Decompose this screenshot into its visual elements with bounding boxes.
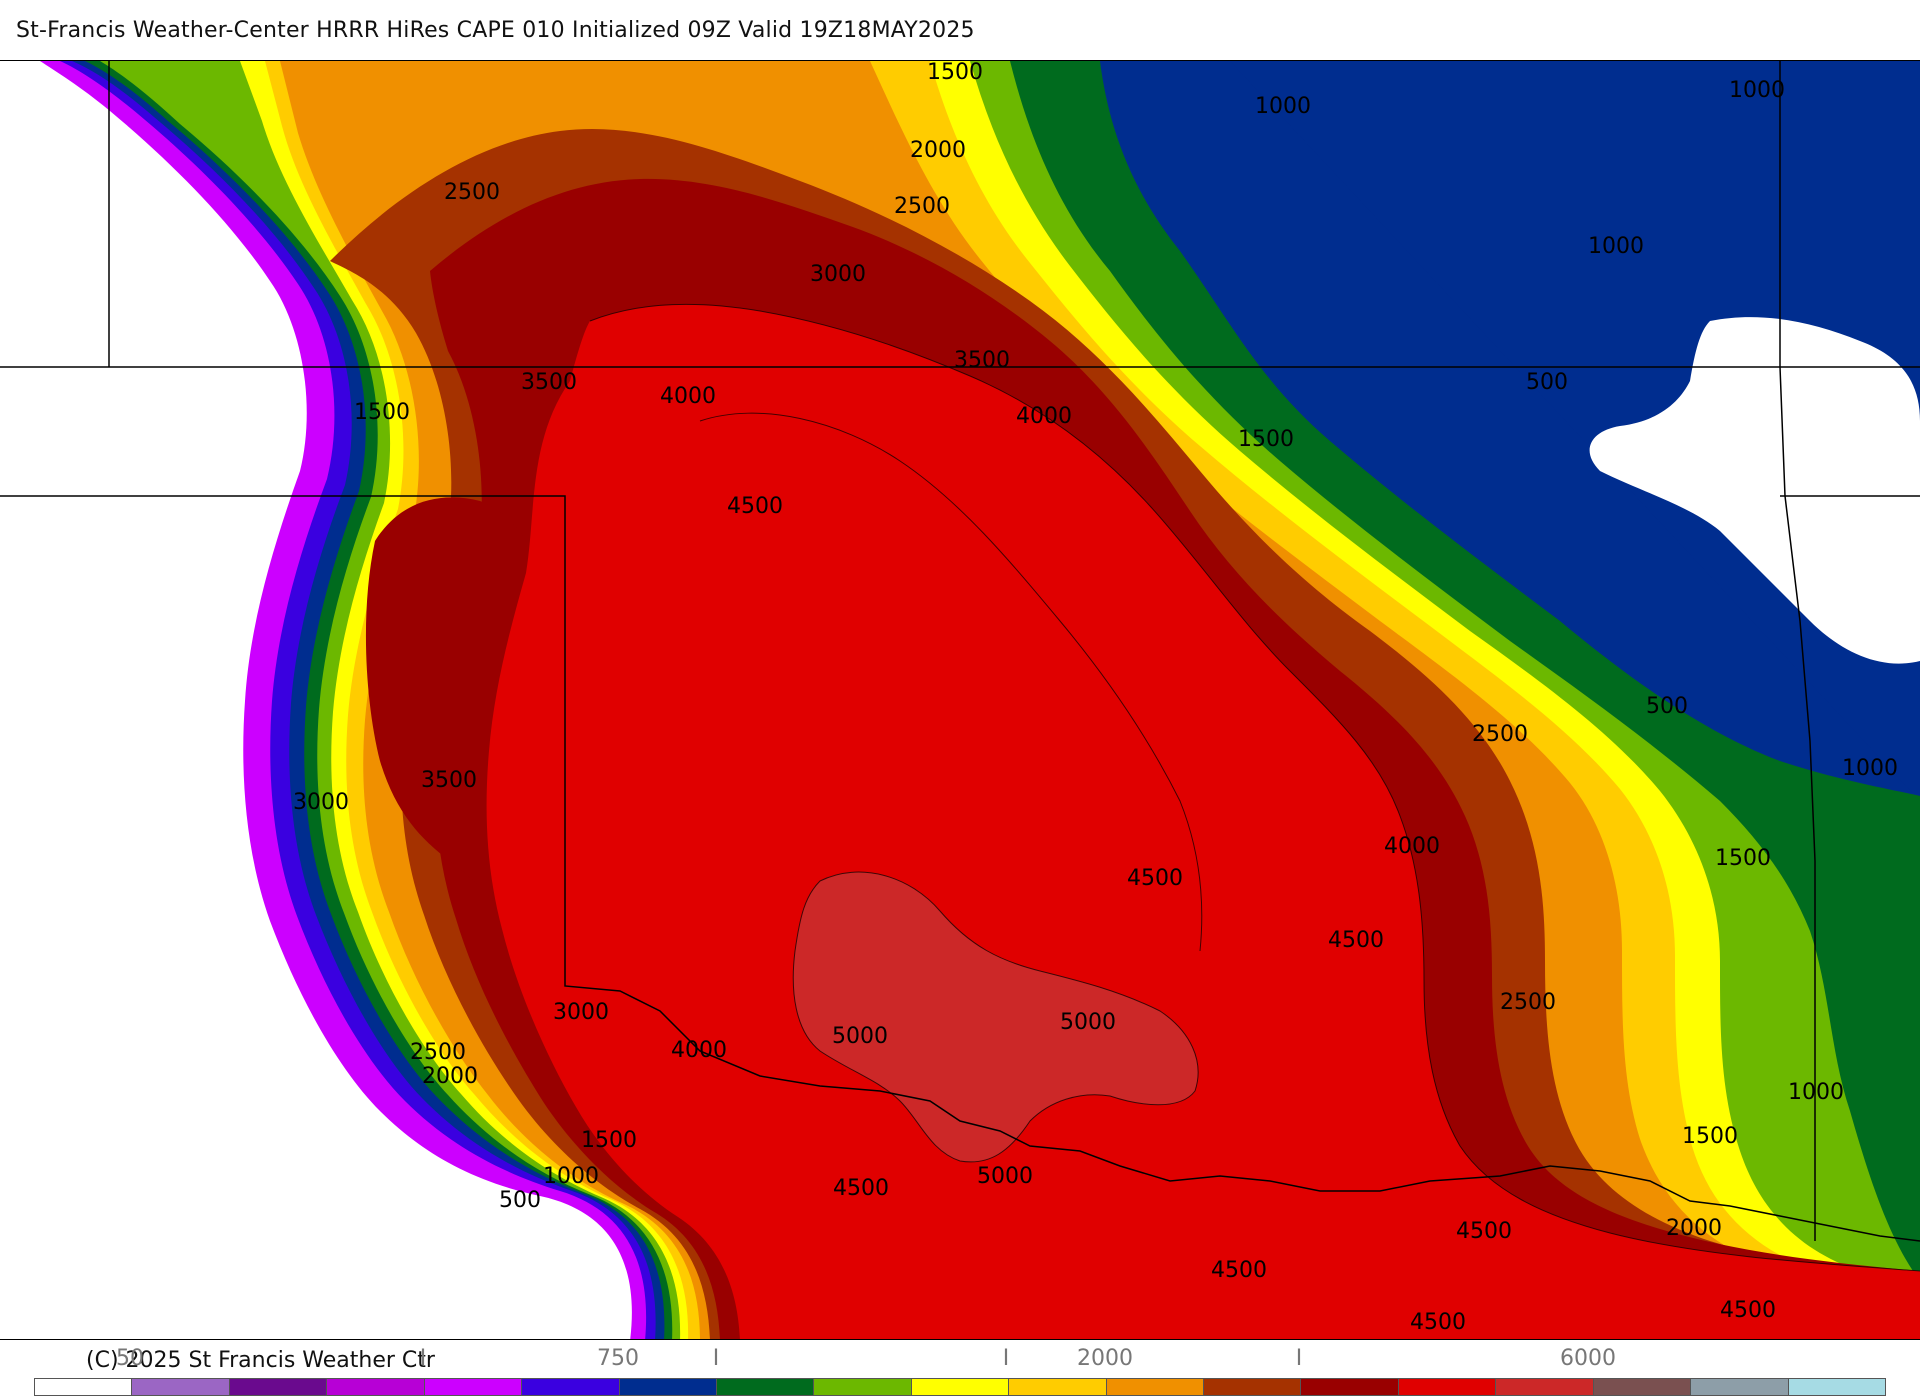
contour-label: 4500 (1127, 866, 1183, 891)
contour-label: 1500 (1238, 427, 1294, 452)
contour-label: 2500 (444, 180, 500, 205)
legend-swatch (1691, 1379, 1789, 1395)
contour-label: 4500 (1410, 1310, 1466, 1335)
border-line (1779, 61, 1816, 1241)
contour-label: 1500 (1682, 1124, 1738, 1149)
cape-bands (40, 61, 1920, 1339)
band-4000 (486, 304, 1920, 1339)
chart-title: St-Francis Weather-Center HRRR HiRes CAP… (16, 18, 975, 43)
legend-tick-label: 6000 (1560, 1346, 1616, 1371)
contour-label: 3500 (954, 348, 1010, 373)
legend-tick-label: I (419, 1346, 427, 1371)
band-0-ne (1589, 317, 1920, 664)
contour-line (589, 303, 1920, 1272)
legend-swatch (327, 1379, 425, 1395)
contour-label: 5000 (977, 1164, 1033, 1189)
contour-label: 2500 (1472, 722, 1528, 747)
contour-label: 5000 (832, 1024, 888, 1049)
legend-tick-label: 750 (597, 1346, 639, 1371)
contour-line (792, 871, 1199, 1163)
contour-label: 500 (1646, 694, 1688, 719)
contour-label: 4000 (660, 384, 716, 409)
contour-label: 1500 (581, 1128, 637, 1153)
legend-swatch (814, 1379, 912, 1395)
contour-label: 4500 (1211, 1258, 1267, 1283)
cape-map[interactable]: 1500 1000 1000 2000 2500 2500 3000 1000 3500 500 3… (0, 60, 1920, 1340)
legend-swatch (35, 1379, 133, 1395)
contour-lines (589, 303, 1920, 1272)
contour-label: 2500 (1500, 990, 1556, 1015)
contour-label: 4000 (671, 1038, 727, 1063)
contour-label: 1000 (1588, 234, 1644, 259)
contour-label: 2000 (1666, 1216, 1722, 1241)
contour-label: 1000 (1729, 78, 1785, 103)
contour-label: 1000 (1842, 756, 1898, 781)
legend-swatch (911, 1379, 1010, 1395)
contour-label: 1500 (1715, 846, 1771, 871)
legend-swatch (1496, 1379, 1594, 1395)
contour-label: 4500 (1720, 1298, 1776, 1323)
contour-label: 1500 (354, 400, 410, 425)
legend-swatch (1788, 1379, 1886, 1395)
legend-swatch (1106, 1379, 1205, 1395)
contour-label: 2500 (410, 1040, 466, 1065)
contour-label: 5000 (1060, 1010, 1116, 1035)
contour-label: 4500 (1328, 928, 1384, 953)
legend-swatch (229, 1379, 328, 1395)
legend-swatch (1398, 1379, 1497, 1395)
contour-label: 1000 (1255, 94, 1311, 119)
legend-tick-label: 2000 (1077, 1346, 1133, 1371)
color-legend (34, 1378, 1886, 1396)
band-5000 (793, 872, 1199, 1162)
contour-label: 3000 (293, 790, 349, 815)
contour-label: 2500 (894, 194, 950, 219)
state-borders (0, 61, 1920, 1242)
legend-swatch (716, 1379, 815, 1395)
legend-swatch (1301, 1379, 1399, 1395)
legend-tick-label: I (1002, 1346, 1010, 1371)
legend-swatch (1593, 1379, 1692, 1395)
contour-label: 2000 (422, 1064, 478, 1089)
contour-label: 3000 (810, 262, 866, 287)
contour-label: 1000 (1788, 1080, 1844, 1105)
legend-swatch (1009, 1379, 1107, 1395)
legend-tick-label: I (712, 1346, 720, 1371)
legend-swatch (132, 1379, 230, 1395)
legend-swatch (424, 1379, 523, 1395)
contour-line (699, 412, 1203, 952)
contour-label: 3000 (553, 1000, 609, 1025)
contour-label: 3500 (521, 370, 577, 395)
contour-label: 4500 (1456, 1219, 1512, 1244)
legend-swatch (522, 1379, 620, 1395)
contour-label: 500 (499, 1188, 541, 1213)
legend-tick-label: I (1295, 1346, 1303, 1371)
contour-label: 1000 (543, 1164, 599, 1189)
legend-swatch (619, 1379, 717, 1395)
contour-label: 4500 (833, 1176, 889, 1201)
legend-tick-label: 50 (116, 1346, 144, 1371)
border-line (0, 495, 1920, 1242)
contour-label: 2000 (910, 138, 966, 163)
contour-label: 4500 (727, 494, 783, 519)
legend-swatch (1204, 1379, 1302, 1395)
contour-labels: 1500100010002000250025003000100035005003… (293, 61, 1898, 1335)
contour-label: 4000 (1384, 834, 1440, 859)
copyright-text: (C) 2025 St Francis Weather Ctr (86, 1348, 435, 1373)
contour-label: 500 (1526, 370, 1568, 395)
contour-label: 3500 (421, 768, 477, 793)
contour-label: 1500 (927, 61, 983, 85)
contour-label: 4000 (1016, 404, 1072, 429)
